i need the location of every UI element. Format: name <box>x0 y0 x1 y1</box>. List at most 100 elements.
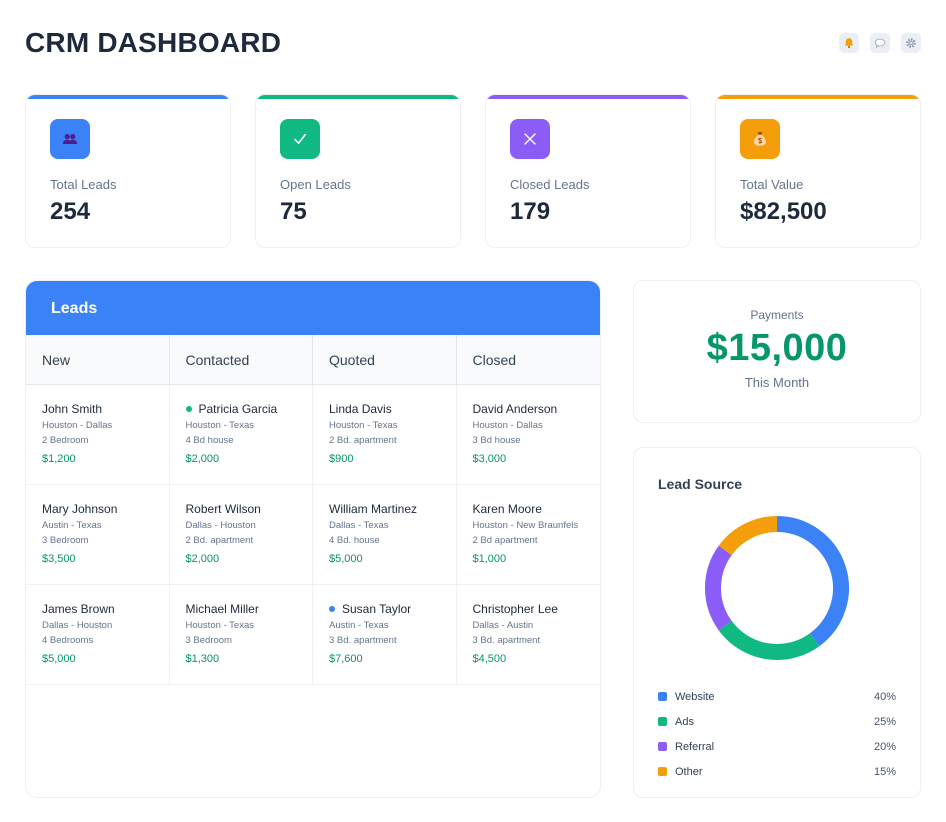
stat-label: Total Value <box>740 177 804 192</box>
lead-location: Dallas - Houston <box>185 520 256 531</box>
legend-percent: 20% <box>873 740 896 753</box>
stat-label: Total Leads <box>50 177 117 192</box>
legend-percent: 15% <box>873 765 896 778</box>
stat-card-total-leads: Total Leads 254 <box>25 94 231 248</box>
lead-card[interactable]: John Smith Houston - Dallas 2 Bedroom $1,20… <box>26 385 170 484</box>
leads-board: Leads New Contacted Quoted Closed John S… <box>25 280 601 798</box>
lead-card[interactable]: Susan Taylor Austin - Texas 3 Bd. apartmen… <box>313 585 457 684</box>
lead-price: $3,500 <box>42 553 76 565</box>
lead-price: $1,200 <box>42 453 76 465</box>
lead-name: Robert Wilson <box>186 501 313 517</box>
stat-card-closed-leads: Closed Leads 179 <box>485 94 691 248</box>
lead-card[interactable]: Linda Davis Houston - Texas 2 Bd. apartmen… <box>313 385 457 484</box>
legend-label: Referral <box>675 740 715 753</box>
lead-card[interactable]: Michael Miller Houston - Texas 3 Bedroom $1… <box>170 585 313 684</box>
donut-segment-other <box>718 516 778 556</box>
lead-name: David Anderson <box>473 401 601 417</box>
stat-label: Open Leads <box>280 177 351 192</box>
lead-name-text: John Smith <box>42 402 103 416</box>
users-icon <box>50 119 90 159</box>
lead-price: $2,000 <box>185 553 220 565</box>
lead-name-text: Michael Miller <box>185 602 259 616</box>
leads-row: James Brown Dallas - Houston 4 Bedrooms $5,… <box>26 585 600 685</box>
lead-card[interactable]: Karen Moore Houston - New Braunfels 2 Bd a… <box>457 485 601 584</box>
lead-name-text: Christopher Lee <box>472 602 558 616</box>
lead-detail: 4 Bd. house <box>329 535 380 546</box>
lead-location: Houston - Dallas <box>472 420 543 431</box>
lead-card[interactable]: James Brown Dallas - Houston 4 Bedrooms $5,… <box>26 585 170 684</box>
card-accent-bar <box>26 95 230 99</box>
lead-location: Houston - Dallas <box>42 420 113 431</box>
lead-name: Michael Miller <box>186 601 313 617</box>
money-bag-icon <box>740 119 780 159</box>
column-header-closed: Closed <box>472 352 517 368</box>
lead-detail: 3 Bedroom <box>42 535 89 546</box>
card-accent-bar <box>486 95 690 99</box>
lead-card[interactable]: Christopher Lee Dallas - Austin 3 Bd. apar… <box>457 585 601 684</box>
lead-name: William Martinez <box>329 501 456 517</box>
status-dot <box>329 606 335 612</box>
stat-value: 75 <box>280 198 307 225</box>
lead-location: Austin - Texas <box>42 520 102 531</box>
lead-name-text: Karen Moore <box>472 502 542 516</box>
column-header-contacted: Contacted <box>170 335 313 384</box>
chat-icon[interactable] <box>870 33 890 53</box>
lead-name: Christopher Lee <box>473 601 601 617</box>
lead-detail: 3 Bd house <box>472 435 521 446</box>
column-header-new: New <box>26 335 170 384</box>
lead-detail: 3 Bd. apartment <box>329 635 397 646</box>
lead-card[interactable]: William Martinez Dallas - Texas 4 Bd. hous… <box>313 485 457 584</box>
leads-columns-header: New Contacted Quoted Closed <box>26 335 600 385</box>
payments-card: Payments $15,000 This Month <box>633 280 921 423</box>
lead-location: Houston - Texas <box>329 420 398 431</box>
x-icon <box>510 119 550 159</box>
lead-source-donut-chart <box>705 516 849 660</box>
legend-percent: 40% <box>873 690 896 703</box>
legend-percent: 25% <box>873 715 896 728</box>
legend-swatch <box>658 767 667 776</box>
card-accent-bar <box>716 95 920 99</box>
bell-icon[interactable] <box>839 33 859 53</box>
stat-card-open-leads: Open Leads 75 <box>255 94 461 248</box>
lead-name: Susan Taylor <box>329 601 456 617</box>
lead-name: Linda Davis <box>329 401 456 417</box>
lead-location: Dallas - Houston <box>42 620 113 631</box>
legend-label: Other <box>675 765 703 778</box>
lead-name: Karen Moore <box>473 501 601 517</box>
stat-label: Closed Leads <box>510 177 590 192</box>
lead-detail: 2 Bd. apartment <box>329 435 397 446</box>
page-title: CRM DASHBOARD <box>25 27 282 58</box>
legend-swatch <box>658 692 667 701</box>
legend-swatch <box>658 742 667 751</box>
lead-location: Houston - Texas <box>185 420 254 431</box>
check-icon <box>280 119 320 159</box>
stat-value: $82,500 <box>740 198 827 225</box>
lead-name: John Smith <box>42 401 169 417</box>
lead-detail: 2 Bedroom <box>42 435 89 446</box>
header-actions <box>839 33 921 53</box>
lead-name-text: Linda Davis <box>329 402 392 416</box>
lead-source-card: Lead Source Website 40% Ads 25% Referral 20% O… <box>633 447 921 798</box>
card-accent-bar <box>256 95 460 99</box>
lead-name-text: Susan Taylor <box>342 602 412 616</box>
gear-icon[interactable] <box>901 33 921 53</box>
lead-price: $2,000 <box>185 453 220 465</box>
lead-price: $5,000 <box>42 653 76 665</box>
lead-name-text: William Martinez <box>329 502 418 516</box>
lead-card[interactable]: Mary Johnson Austin - Texas 3 Bedroom $3,50… <box>26 485 170 584</box>
legend-label: Website <box>675 690 715 703</box>
lead-detail: 3 Bd. apartment <box>472 635 541 646</box>
leads-row: Mary Johnson Austin - Texas 3 Bedroom $3,50… <box>26 485 600 585</box>
legend-swatch <box>658 717 667 726</box>
lead-card[interactable]: Patricia Garcia Houston - Texas 4 Bd house… <box>170 385 313 484</box>
lead-location: Dallas - Texas <box>329 520 389 531</box>
lead-price: $1,300 <box>185 653 220 665</box>
lead-name: Mary Johnson <box>42 501 169 517</box>
lead-card[interactable]: David Anderson Houston - Dallas 3 Bd house… <box>457 385 601 484</box>
payments-value: $15,000 <box>706 327 848 369</box>
lead-card[interactable]: Robert Wilson Dallas - Houston 2 Bd. apart… <box>170 485 313 584</box>
donut-segment-website <box>776 516 849 647</box>
payments-period: This Month <box>744 375 810 390</box>
lead-price: $5,000 <box>329 553 363 565</box>
lead-name-text: David Anderson <box>472 402 558 416</box>
